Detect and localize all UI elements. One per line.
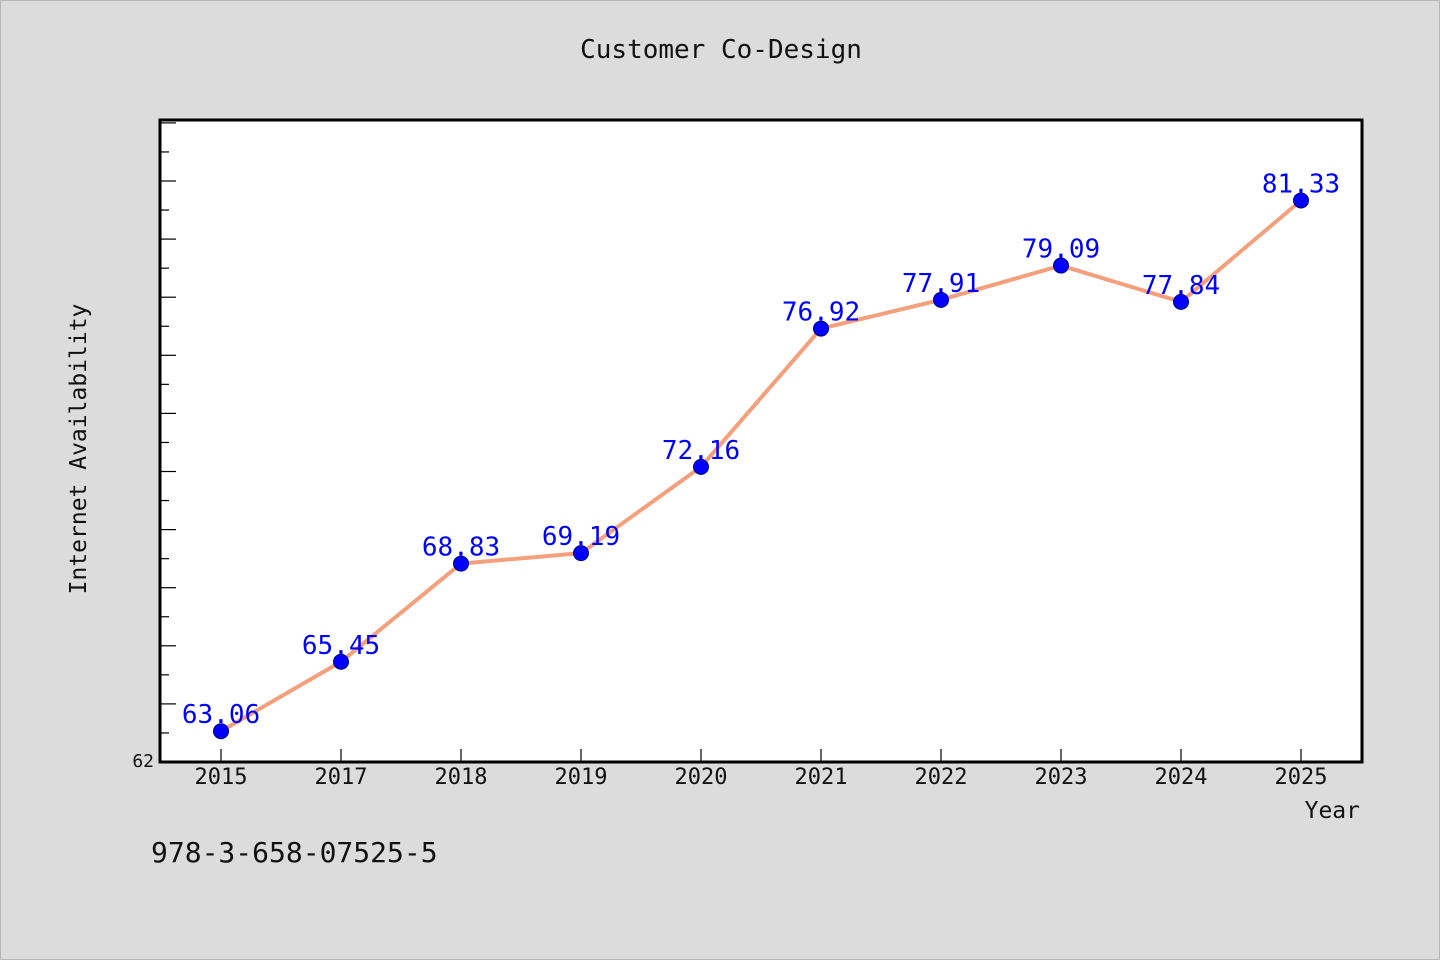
x-axis-label: Year [1305,798,1360,824]
x-tick-label: 2024 [1155,765,1208,790]
series-data-labels: 63.06 65.45 68.83 69.19 72.16 76.92 77.91 79.09… [182,169,1340,730]
data-point [933,291,949,308]
y-tick-label-62: 62 [132,751,154,772]
data-label: 76.92 [782,298,860,328]
data-point [1173,293,1189,310]
data-point [813,320,829,337]
x-tick-label: 2025 [1275,765,1328,790]
data-label: 72.16 [662,436,740,466]
data-point [573,545,589,562]
data-point [213,723,229,740]
data-label: 81.33 [1262,169,1340,199]
data-point [333,653,349,670]
plot-area [158,118,1364,764]
y-axis-ticks [160,122,176,763]
series-markers [213,192,1309,740]
data-label: 79.09 [1022,235,1100,265]
data-label: 68.83 [422,533,500,563]
data-label: 63.06 [182,700,260,730]
x-axis-tick-labels: 2015 2017 2018 2019 2020 2021 2022 2023 2024 2025 [195,765,1328,790]
x-tick-label: 2015 [195,765,248,790]
footer-identifier: 978-3-658-07525-5 [151,836,438,869]
data-point [453,555,469,572]
data-label: 69.19 [542,522,620,552]
x-tick-label: 2020 [675,765,728,790]
x-tick-label: 2023 [1035,765,1088,790]
data-label: 77.84 [1142,271,1220,301]
chart-title: Customer Co-Design [580,35,862,65]
data-label: 65.45 [302,631,380,661]
series-line [219,198,1303,734]
x-tick-label: 2021 [795,765,848,790]
x-tick-label: 2022 [915,765,968,790]
x-axis-ticks [220,749,1302,762]
y-axis-label: Internet Availability [66,304,92,595]
x-tick-label: 2019 [555,765,608,790]
x-tick-label: 2018 [435,765,488,790]
data-point [1053,257,1069,274]
data-point [693,458,709,475]
x-tick-label: 2017 [315,765,368,790]
data-point [1293,192,1309,209]
data-label: 77.91 [902,269,980,299]
